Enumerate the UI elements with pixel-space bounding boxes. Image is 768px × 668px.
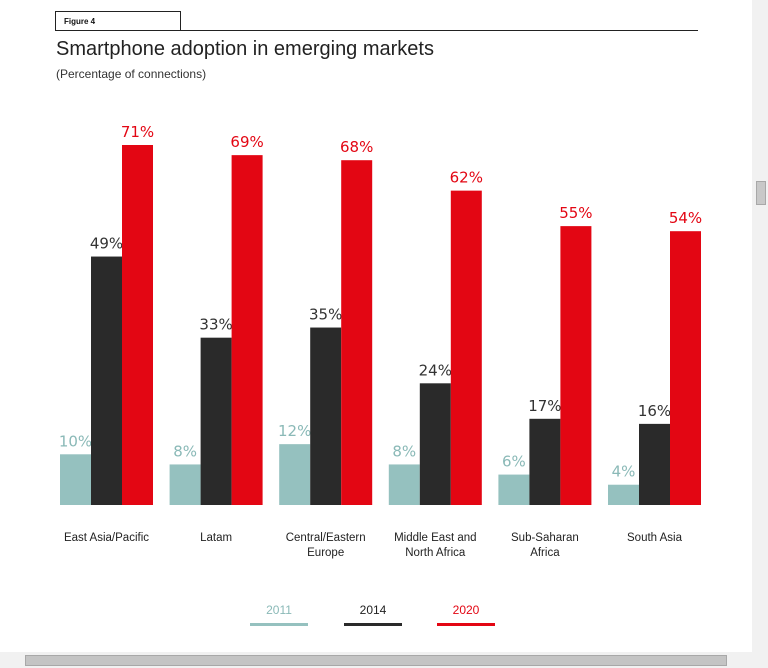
data-label-2020: 62% bbox=[450, 169, 483, 187]
data-label-2020: 68% bbox=[340, 138, 373, 156]
bar-group: 8% 24% 62% Middle East and North Africa bbox=[388, 169, 483, 559]
data-label-2014: 49% bbox=[90, 235, 123, 253]
bar-2020 bbox=[560, 226, 592, 505]
category-label: Africa bbox=[530, 547, 560, 559]
bar-2020 bbox=[122, 145, 153, 505]
bar-2014 bbox=[639, 423, 670, 505]
bar-2011 bbox=[60, 454, 91, 505]
data-label-2011: 12% bbox=[278, 422, 311, 440]
bar-2011 bbox=[279, 444, 311, 505]
horizontal-scrollbar[interactable] bbox=[25, 655, 727, 666]
category-label: Sub-Saharan bbox=[511, 532, 579, 544]
bar-2014 bbox=[529, 418, 561, 505]
legend-swatch-2020 bbox=[437, 623, 495, 626]
category-label: South Asia bbox=[627, 532, 683, 544]
bar-2020 bbox=[341, 160, 373, 505]
report-page: Figure 4 Smartphone adoption in emerging… bbox=[0, 0, 752, 652]
data-label-2014: 16% bbox=[638, 402, 671, 420]
category-label: Europe bbox=[307, 547, 344, 559]
category-label: Central/Eastern bbox=[286, 532, 366, 544]
bar-2011 bbox=[388, 464, 420, 505]
data-label-2011: 6% bbox=[502, 453, 526, 471]
data-label-2014: 33% bbox=[199, 316, 232, 334]
category-label: North Africa bbox=[405, 547, 466, 559]
category-label: Latam bbox=[200, 532, 232, 544]
vertical-scrollbar-thumb[interactable] bbox=[756, 181, 766, 205]
legend-item-2011: 2011 bbox=[250, 603, 308, 626]
legend-label-2011: 2011 bbox=[266, 603, 292, 617]
chart-subtitle: (Percentage of connections) bbox=[56, 67, 207, 81]
bar-2020 bbox=[231, 155, 263, 505]
data-label-2020: 55% bbox=[559, 204, 592, 222]
bar-2014 bbox=[310, 327, 342, 505]
chart-title: Smartphone adoption in emerging markets bbox=[56, 38, 434, 60]
data-label-2011: 4% bbox=[612, 463, 636, 481]
data-label-2011: 10% bbox=[59, 432, 92, 450]
figure-rule bbox=[55, 30, 698, 31]
data-label-2014: 24% bbox=[419, 361, 452, 379]
legend-label-2020: 2020 bbox=[452, 603, 480, 617]
bar-2011 bbox=[498, 474, 530, 505]
bar-2011 bbox=[608, 484, 639, 505]
data-label-2020: 69% bbox=[230, 133, 263, 151]
bar-group: 8% 33% 69% Latam bbox=[169, 133, 264, 544]
chart-legend: 2011 2014 2020 bbox=[250, 603, 510, 633]
figure-label: Figure 4 bbox=[55, 11, 181, 31]
data-label-2014: 17% bbox=[528, 397, 561, 415]
category-label: Middle East and bbox=[394, 532, 476, 544]
bar-2020 bbox=[670, 231, 701, 505]
bar-chart: 10% 49% 71% East Asia/Pacific 8% 33% 69% Latam 1… bbox=[59, 123, 702, 559]
bar-2011 bbox=[169, 464, 201, 505]
bar-group: 10% 49% 71% East Asia/Pacific bbox=[59, 123, 154, 544]
legend-item-2014: 2014 bbox=[344, 603, 402, 626]
legend-swatch-2011 bbox=[250, 623, 308, 626]
data-label-2011: 8% bbox=[173, 442, 197, 460]
bar-group: 12% 35% 68% Central/Eastern Europe bbox=[278, 138, 373, 559]
bar-2014 bbox=[200, 337, 232, 505]
bar-group: 4% 16% 54% South Asia bbox=[608, 209, 702, 544]
legend-swatch-2014 bbox=[344, 623, 402, 626]
legend-label-2014: 2014 bbox=[359, 603, 387, 617]
bar-2014 bbox=[91, 256, 122, 505]
legend-item-2020: 2020 bbox=[437, 603, 495, 626]
bar-2020 bbox=[450, 190, 482, 506]
data-label-2020: 54% bbox=[669, 209, 702, 227]
bar-group: 6% 17% 55% Sub-Saharan Africa bbox=[498, 204, 593, 559]
bar-2014 bbox=[419, 383, 451, 505]
data-label-2014: 35% bbox=[309, 306, 342, 324]
category-label: East Asia/Pacific bbox=[64, 532, 149, 544]
data-label-2020: 71% bbox=[121, 123, 154, 141]
data-label-2011: 8% bbox=[392, 442, 416, 460]
